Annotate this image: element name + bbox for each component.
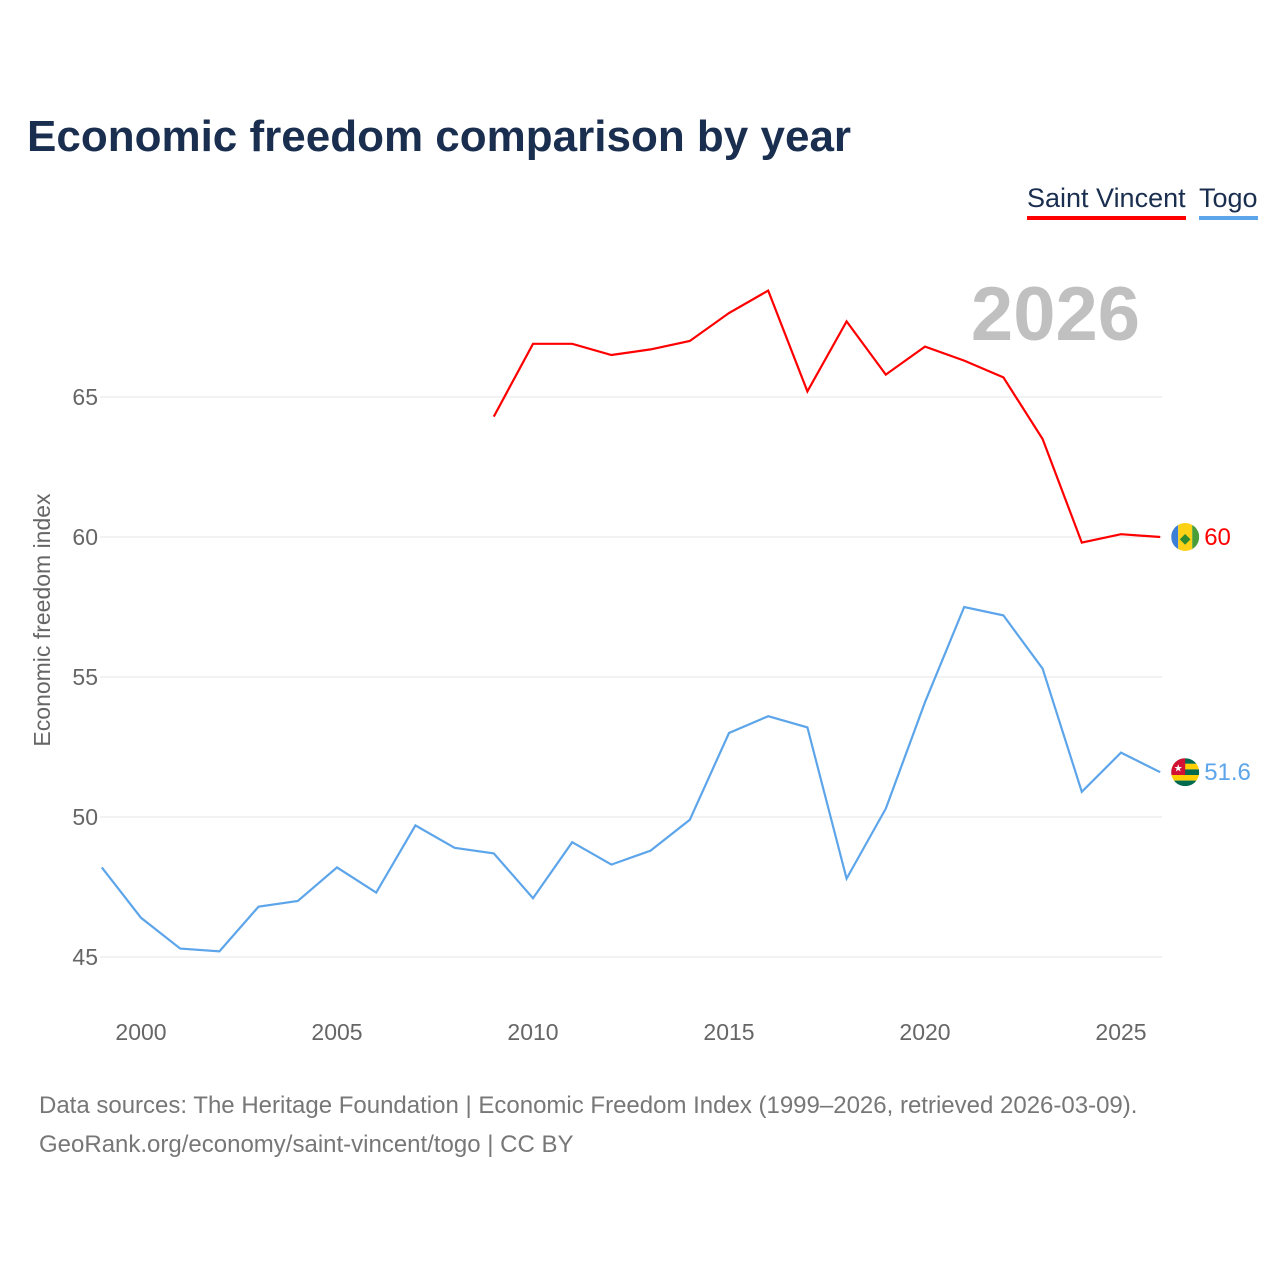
year-watermark: 2026 bbox=[971, 272, 1140, 357]
x-tick-label: 2005 bbox=[311, 1019, 362, 1045]
end-value-label: 60 bbox=[1204, 524, 1231, 551]
y-axis-label: Economic freedom index bbox=[29, 493, 55, 747]
flag-saint-vincent-icon: ◆ bbox=[1171, 523, 1200, 551]
chart-title: Economic freedom comparison by year bbox=[27, 112, 852, 161]
flag-togo-icon: ★ bbox=[1171, 758, 1200, 787]
y-tick-label: 45 bbox=[72, 944, 98, 970]
y-tick-label: 65 bbox=[72, 384, 98, 410]
y-tick-label: 60 bbox=[72, 524, 98, 550]
series-line-togo bbox=[100, 605, 1161, 953]
footer-link[interactable]: GeoRank.org/economy/saint-vincent/togo |… bbox=[39, 1131, 574, 1158]
x-tick-label: 2020 bbox=[899, 1019, 950, 1045]
footer-sources: Data sources: The Heritage Foundation | … bbox=[39, 1092, 1138, 1119]
legend-togo[interactable]: Togo bbox=[1199, 183, 1258, 220]
x-tick-label: 2010 bbox=[507, 1019, 558, 1045]
end-value-label: 51.6 bbox=[1204, 759, 1251, 786]
y-tick-label: 50 bbox=[72, 804, 98, 830]
series-line-saint-vincent bbox=[492, 289, 1161, 544]
x-tick-label: 2025 bbox=[1095, 1019, 1146, 1045]
y-tick-label: 55 bbox=[72, 664, 98, 690]
svg-text:★: ★ bbox=[1174, 764, 1183, 775]
footer: Data sources: The Heritage Foundation | … bbox=[39, 1086, 1137, 1164]
legend-saint-vincent[interactable]: Saint Vincent bbox=[1027, 183, 1186, 220]
svg-text:◆: ◆ bbox=[1180, 530, 1191, 546]
x-tick-label: 2000 bbox=[115, 1019, 166, 1045]
x-tick-label: 2015 bbox=[703, 1019, 754, 1045]
